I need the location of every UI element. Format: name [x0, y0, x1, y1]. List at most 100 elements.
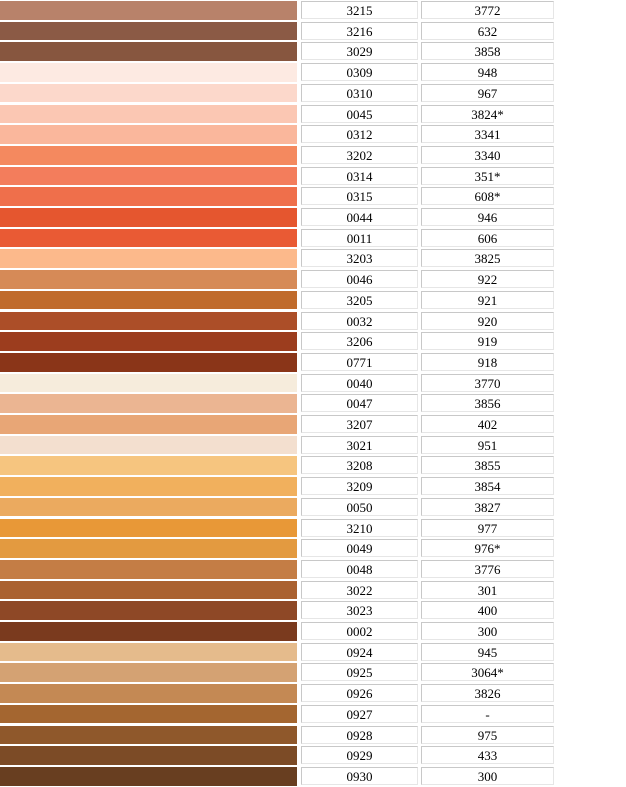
- code-2-cell: 922: [421, 270, 554, 289]
- code-1-cell: 0312: [301, 125, 418, 144]
- color-swatch: [0, 145, 297, 165]
- code-2-cell: 301: [421, 580, 554, 599]
- color-swatch: [0, 1, 297, 20]
- code-1-cell: 3216: [301, 21, 418, 40]
- color-swatch: [0, 311, 297, 331]
- code-2-cell: 351*: [421, 166, 554, 185]
- color-swatch: [0, 746, 297, 765]
- color-row: 0315 608*: [0, 186, 554, 207]
- color-swatch: [0, 539, 297, 558]
- code-2-cell: 3858: [421, 42, 554, 61]
- color-swatch: [0, 601, 297, 620]
- color-row: 0045 3824*: [0, 104, 554, 125]
- color-row: 0002 300: [0, 621, 554, 642]
- code-2-cell: 946: [421, 208, 554, 226]
- code-1-cell: 0930: [301, 766, 418, 785]
- color-row: 0926 3826: [0, 683, 554, 704]
- code-2-cell: 945: [421, 642, 554, 661]
- code-1-cell: 0927: [301, 704, 418, 723]
- color-row: 0312 3341: [0, 124, 554, 145]
- code-2-cell: 3827: [421, 497, 554, 516]
- code-2-cell: 402: [421, 415, 554, 433]
- code-1-cell: 0315: [301, 187, 418, 206]
- color-row: 3023 400: [0, 600, 554, 621]
- code-2-cell: 3770: [421, 373, 554, 392]
- color-swatch: [0, 21, 297, 41]
- color-row: 0928 975: [0, 725, 554, 746]
- color-swatch: [0, 332, 297, 351]
- color-swatch: [0, 270, 297, 289]
- color-row: 0011 606: [0, 228, 554, 249]
- code-2-cell: 632: [421, 21, 554, 40]
- color-swatch: [0, 580, 297, 600]
- code-1-cell: 0314: [301, 166, 418, 185]
- code-1-cell: 3208: [301, 456, 418, 475]
- color-swatch: [0, 83, 297, 103]
- color-swatch: [0, 63, 297, 82]
- color-row: 0771 918: [0, 352, 554, 373]
- code-1-cell: 3209: [301, 477, 418, 496]
- color-swatch: [0, 766, 297, 786]
- code-2-cell: 3825: [421, 249, 554, 268]
- color-swatch: [0, 456, 297, 476]
- code-2-cell: 3776: [421, 559, 554, 578]
- color-row: 3215 3772: [0, 0, 554, 21]
- color-row: 0314 351*: [0, 166, 554, 187]
- code-2-cell: 975: [421, 725, 554, 744]
- code-2-cell: 920: [421, 311, 554, 330]
- color-swatch: [0, 42, 297, 62]
- color-row: 0924 945: [0, 642, 554, 663]
- color-swatch: [0, 725, 297, 745]
- code-2-cell: 977: [421, 518, 554, 537]
- color-swatch: [0, 415, 297, 434]
- code-1-cell: 0928: [301, 725, 418, 744]
- code-1-cell: 0926: [301, 684, 418, 703]
- code-1-cell: 3210: [301, 518, 418, 537]
- color-row: 3205 921: [0, 290, 554, 311]
- code-2-cell: 3826: [421, 684, 554, 703]
- color-swatch: [0, 352, 297, 372]
- color-row: 0049 976*: [0, 538, 554, 559]
- code-1-cell: 3205: [301, 290, 418, 309]
- color-row: 0048 3776: [0, 559, 554, 580]
- color-row: 0047 3856: [0, 393, 554, 414]
- code-2-cell: 921: [421, 290, 554, 309]
- code-2-cell: 951: [421, 435, 554, 454]
- code-2-cell: 3341: [421, 125, 554, 144]
- color-swatch: [0, 622, 297, 641]
- color-swatch: [0, 208, 297, 227]
- color-row: 0927-: [0, 704, 554, 725]
- code-2-cell: 3064*: [421, 663, 554, 682]
- code-1-cell: 0924: [301, 642, 418, 661]
- code-1-cell: 3203: [301, 249, 418, 268]
- code-1-cell: 0309: [301, 63, 418, 82]
- color-row: 3206 919: [0, 331, 554, 352]
- color-row: 3021 951: [0, 435, 554, 456]
- color-swatch: [0, 187, 297, 206]
- color-row: 0930 300: [0, 766, 554, 787]
- color-swatch: [0, 228, 297, 248]
- code-1-cell: 0011: [301, 228, 418, 247]
- code-2-cell: 433: [421, 746, 554, 765]
- code-1-cell: 0046: [301, 270, 418, 289]
- color-swatch: [0, 684, 297, 703]
- code-1-cell: 3206: [301, 332, 418, 351]
- color-swatch: [0, 704, 297, 724]
- color-row: 0040 3770: [0, 373, 554, 394]
- code-1-cell: 0047: [301, 394, 418, 413]
- color-swatch: [0, 249, 297, 269]
- color-swatch: [0, 166, 297, 186]
- code-2-cell: 3855: [421, 456, 554, 475]
- code-2-cell: 3824*: [421, 104, 554, 123]
- code-2-cell: 400: [421, 601, 554, 620]
- code-1-cell: 0049: [301, 539, 418, 558]
- color-swatch: [0, 125, 297, 144]
- code-1-cell: 0310: [301, 83, 418, 102]
- code-2-cell: 976*: [421, 539, 554, 558]
- color-swatch: [0, 477, 297, 496]
- color-swatch: [0, 663, 297, 683]
- code-1-cell: 0045: [301, 104, 418, 123]
- code-2-cell: 606: [421, 228, 554, 247]
- code-1-cell: 0002: [301, 622, 418, 640]
- color-swatch: [0, 497, 297, 517]
